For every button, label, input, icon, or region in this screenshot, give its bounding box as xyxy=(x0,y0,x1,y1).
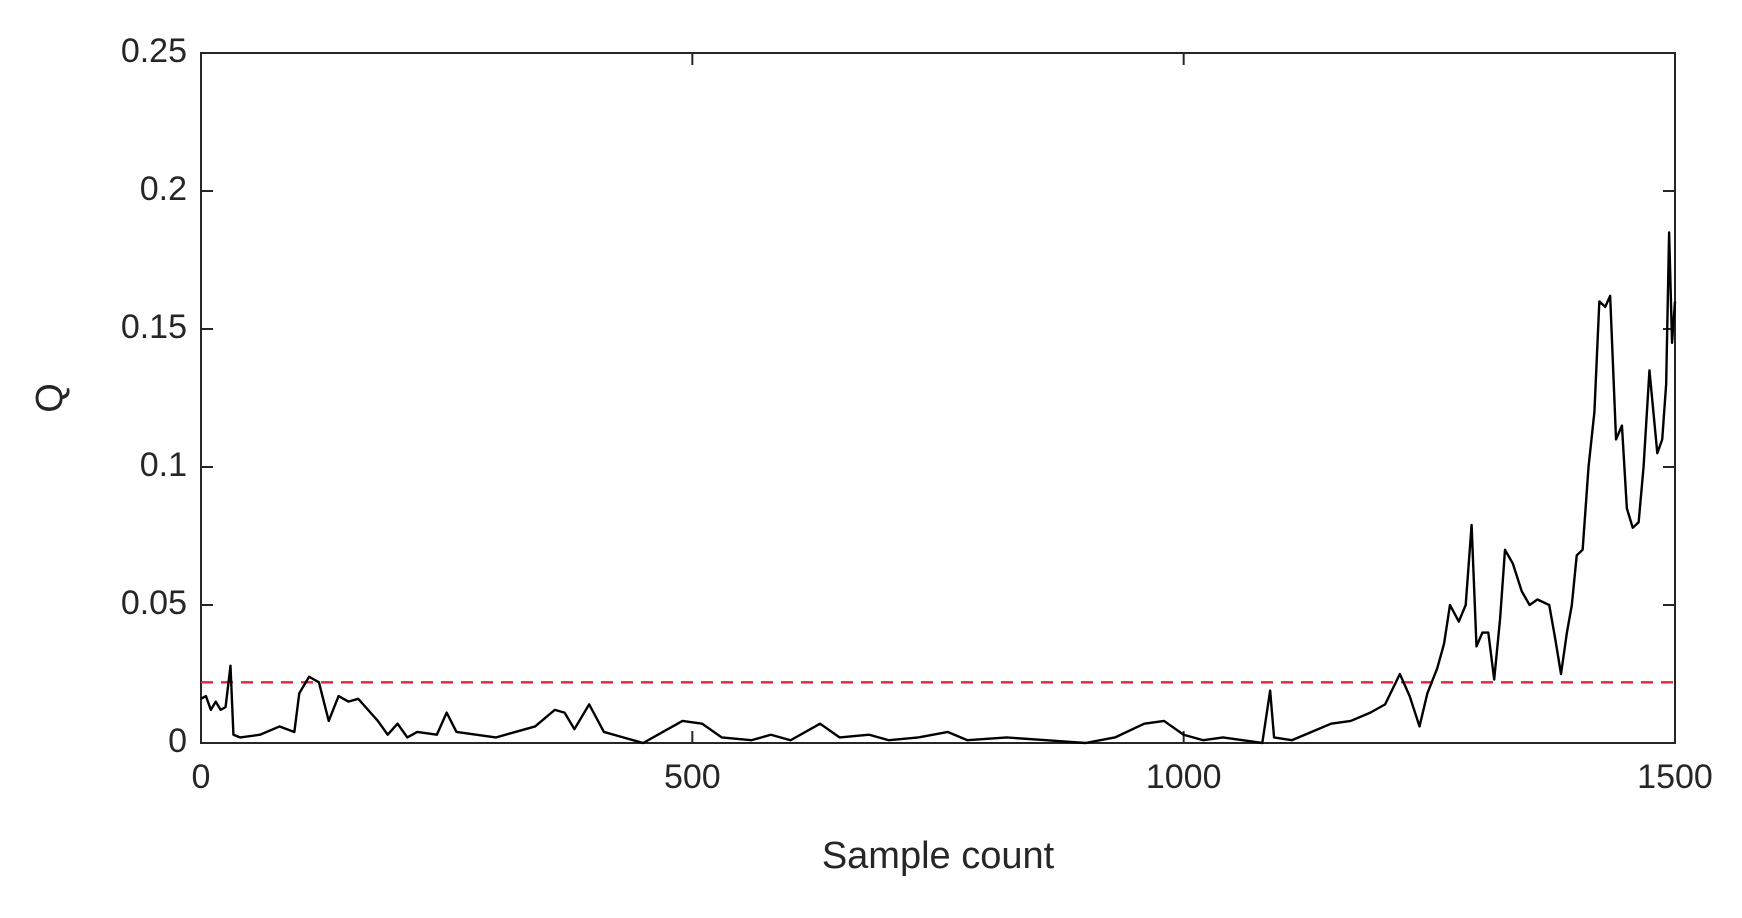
y-tick-label: 0.05 xyxy=(121,584,187,622)
x-tick-label: 1000 xyxy=(1146,758,1222,796)
x-axis-label: Sample count xyxy=(822,835,1055,877)
y-tick-label: 0.1 xyxy=(140,446,187,484)
x-tick-label: 0 xyxy=(192,758,211,796)
data-line xyxy=(200,231,1677,745)
y-axis-label: Q xyxy=(29,383,71,413)
y-tick-label: 0.15 xyxy=(121,308,187,346)
x-tick-label: 1500 xyxy=(1637,758,1713,796)
y-tick-label: 0 xyxy=(168,722,187,760)
y-tick-label: 0.25 xyxy=(121,32,187,70)
y-tick-label: 0.2 xyxy=(140,170,187,208)
plot-area xyxy=(200,52,1676,744)
x-tick-label: 500 xyxy=(664,758,721,796)
